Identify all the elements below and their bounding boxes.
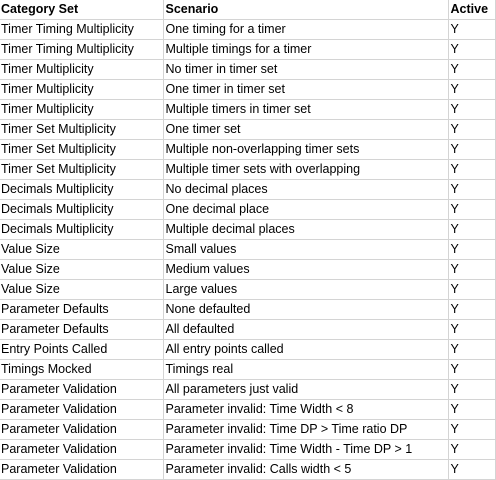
scenario-cell: Multiple timers in timer set xyxy=(163,99,449,120)
scenario-cell: Parameter invalid: Time Width - Time DP … xyxy=(163,439,449,460)
table-row: Parameter Validation Parameter invalid: T… xyxy=(0,399,496,420)
scenario-cell: Multiple timings for a timer xyxy=(163,39,449,60)
active-cell: Y xyxy=(448,139,496,160)
category-set-cell: Entry Points Called xyxy=(0,339,164,360)
table-row: Value Size Small values Y xyxy=(0,239,496,260)
active-cell: Y xyxy=(448,459,496,480)
scenario-cell: Parameter invalid: Time DP > Time ratio … xyxy=(163,419,449,440)
column-header-category-set: Category Set xyxy=(0,0,164,20)
active-cell: Y xyxy=(448,419,496,440)
active-cell: Y xyxy=(448,79,496,100)
category-set-cell: Parameter Defaults xyxy=(0,299,164,320)
column-header-active: Active xyxy=(448,0,496,20)
category-set-cell: Value Size xyxy=(0,239,164,260)
scenario-cell: Medium values xyxy=(163,259,449,280)
scenario-cell: One timing for a timer xyxy=(163,19,449,40)
active-cell: Y xyxy=(448,299,496,320)
category-set-cell: Timer Set Multiplicity xyxy=(0,159,164,180)
table-row: Timer Multiplicity One timer in timer set… xyxy=(0,79,496,100)
category-set-cell: Value Size xyxy=(0,279,164,300)
active-cell: Y xyxy=(448,19,496,40)
table-row: Timer Multiplicity Multiple timers in tim… xyxy=(0,99,496,120)
table-row: Value Size Medium values Y xyxy=(0,259,496,280)
table-row: Parameter Validation Parameter invalid: T… xyxy=(0,439,496,460)
scenario-cell: Timings real xyxy=(163,359,449,380)
table-row: Decimals Multiplicity One decimal place Y xyxy=(0,199,496,220)
table-row: Timer Set Multiplicity One timer set Y xyxy=(0,119,496,140)
scenario-cell: One decimal place xyxy=(163,199,449,220)
table-row: Value Size Large values Y xyxy=(0,279,496,300)
category-set-cell: Timer Set Multiplicity xyxy=(0,139,164,160)
table-row: Decimals Multiplicity Multiple decimal pl… xyxy=(0,219,496,240)
category-set-cell: Parameter Validation xyxy=(0,439,164,460)
category-set-cell: Timings Mocked xyxy=(0,359,164,380)
scenario-cell: Multiple decimal places xyxy=(163,219,449,240)
category-set-cell: Timer Set Multiplicity xyxy=(0,119,164,140)
active-cell: Y xyxy=(448,219,496,240)
scenario-cell: No decimal places xyxy=(163,179,449,200)
category-set-cell: Decimals Multiplicity xyxy=(0,199,164,220)
scenario-cell: One timer in timer set xyxy=(163,79,449,100)
table-row: Parameter Validation All parameters just … xyxy=(0,379,496,400)
active-cell: Y xyxy=(448,259,496,280)
table-row: Parameter Validation Parameter invalid: C… xyxy=(0,459,496,480)
category-set-cell: Parameter Validation xyxy=(0,459,164,480)
active-cell: Y xyxy=(448,439,496,460)
column-header-scenario: Scenario xyxy=(163,0,449,20)
table-row: Timer Timing Multiplicity One timing for … xyxy=(0,19,496,40)
scenario-cell: All defaulted xyxy=(163,319,449,340)
category-set-cell: Timer Timing Multiplicity xyxy=(0,39,164,60)
active-cell: Y xyxy=(448,99,496,120)
category-set-cell: Timer Timing Multiplicity xyxy=(0,19,164,40)
scenario-cell: Multiple non-overlapping timer sets xyxy=(163,139,449,160)
category-set-cell: Decimals Multiplicity xyxy=(0,219,164,240)
table-row: Decimals Multiplicity No decimal places Y xyxy=(0,179,496,200)
active-cell: Y xyxy=(448,199,496,220)
active-cell: Y xyxy=(448,339,496,360)
table-row: Timings Mocked Timings real Y xyxy=(0,359,496,380)
category-set-cell: Parameter Validation xyxy=(0,419,164,440)
scenario-cell: All entry points called xyxy=(163,339,449,360)
scenario-cell: No timer in timer set xyxy=(163,59,449,80)
scenario-cell: One timer set xyxy=(163,119,449,140)
category-set-cell: Parameter Validation xyxy=(0,379,164,400)
table-row: Entry Points Called All entry points call… xyxy=(0,339,496,360)
category-set-cell: Timer Multiplicity xyxy=(0,99,164,120)
active-cell: Y xyxy=(448,359,496,380)
category-set-cell: Value Size xyxy=(0,259,164,280)
table-row: Parameter Defaults None defaulted Y xyxy=(0,299,496,320)
scenario-cell: All parameters just valid xyxy=(163,379,449,400)
category-set-cell: Timer Multiplicity xyxy=(0,79,164,100)
category-set-cell: Parameter Defaults xyxy=(0,319,164,340)
active-cell: Y xyxy=(448,59,496,80)
active-cell: Y xyxy=(448,119,496,140)
table-row: Timer Multiplicity No timer in timer set Y xyxy=(0,59,496,80)
active-cell: Y xyxy=(448,319,496,340)
scenario-cell: Parameter invalid: Calls width < 5 xyxy=(163,459,449,480)
table-row: Parameter Defaults All defaulted Y xyxy=(0,319,496,340)
active-cell: Y xyxy=(448,399,496,420)
table-row: Timer Set Multiplicity Multiple non-overl… xyxy=(0,139,496,160)
category-set-cell: Parameter Validation xyxy=(0,399,164,420)
category-set-cell: Timer Multiplicity xyxy=(0,59,164,80)
scenario-cell: Large values xyxy=(163,279,449,300)
active-cell: Y xyxy=(448,159,496,180)
active-cell: Y xyxy=(448,239,496,260)
scenario-cell: Small values xyxy=(163,239,449,260)
active-cell: Y xyxy=(448,279,496,300)
active-cell: Y xyxy=(448,39,496,60)
table-row: Timer Timing Multiplicity Multiple timing… xyxy=(0,39,496,60)
active-cell: Y xyxy=(448,179,496,200)
scenario-cell: Parameter invalid: Time Width < 8 xyxy=(163,399,449,420)
active-cell: Y xyxy=(448,379,496,400)
header-row: Category Set Scenario Active xyxy=(0,0,496,20)
table-row: Timer Set Multiplicity Multiple timer set… xyxy=(0,159,496,180)
scenario-cell: None defaulted xyxy=(163,299,449,320)
table-row: Parameter Validation Parameter invalid: T… xyxy=(0,419,496,440)
scenario-cell: Multiple timer sets with overlapping xyxy=(163,159,449,180)
category-set-cell: Decimals Multiplicity xyxy=(0,179,164,200)
